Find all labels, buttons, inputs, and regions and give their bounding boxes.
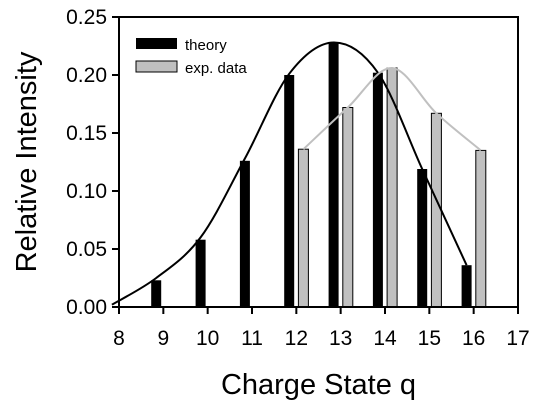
- x-tick-label: 17: [506, 327, 529, 350]
- theory-bar: [372, 72, 383, 307]
- x-tick-label: 16: [462, 327, 485, 350]
- theory-bar: [239, 160, 250, 307]
- legend: theory exp. data: [135, 37, 247, 77]
- theory-bar: [417, 169, 428, 307]
- legend-label-theory: theory: [185, 37, 227, 54]
- y-axis-title: Relative Intensity: [11, 51, 43, 272]
- theory-bar: [195, 239, 206, 307]
- exp-data-bar: [297, 148, 309, 308]
- theory-bar: [461, 265, 472, 307]
- legend-swatch-exp-data: [135, 60, 178, 73]
- theory-bar: [328, 42, 339, 307]
- x-tick-label: 13: [329, 327, 352, 350]
- theory-bar: [284, 75, 295, 307]
- x-tick-label: 10: [196, 327, 219, 350]
- x-axis-title: Charge State q: [221, 369, 416, 400]
- y-tick-label: 0.00: [66, 296, 107, 319]
- y-tick-label: 0.10: [66, 180, 107, 203]
- legend-swatch-theory: [136, 38, 177, 49]
- y-tick-label: 0.15: [66, 122, 107, 145]
- exp-data-bar: [386, 67, 398, 308]
- x-tick-label: 11: [241, 327, 263, 350]
- x-tick-label: 15: [418, 327, 441, 350]
- plot-frame: [118, 16, 519, 308]
- theory-bar: [151, 280, 162, 307]
- exp-data-curve: [302, 66, 482, 152]
- plot-area: [111, 41, 487, 308]
- exp-data-bar: [475, 149, 487, 308]
- legend-label-exp-data: exp. data: [185, 60, 247, 77]
- x-tick-label: 8: [113, 327, 125, 350]
- x-tick-label: 12: [285, 327, 308, 350]
- y-tick-label: 0.20: [66, 64, 107, 87]
- axes: 8 9 10 11 12 13 14 15 16 17 0.00 0.05 0.10 0.15 0.20 0.…: [66, 6, 530, 350]
- y-tick-label: 0.25: [66, 6, 107, 29]
- y-tick-label: 0.05: [66, 238, 107, 261]
- theory-curve: [111, 41, 468, 306]
- exp-data-bar: [430, 112, 442, 308]
- x-tick-label: 14: [373, 327, 397, 350]
- exp-data-bar: [342, 107, 354, 308]
- x-tick-label: 9: [157, 327, 169, 350]
